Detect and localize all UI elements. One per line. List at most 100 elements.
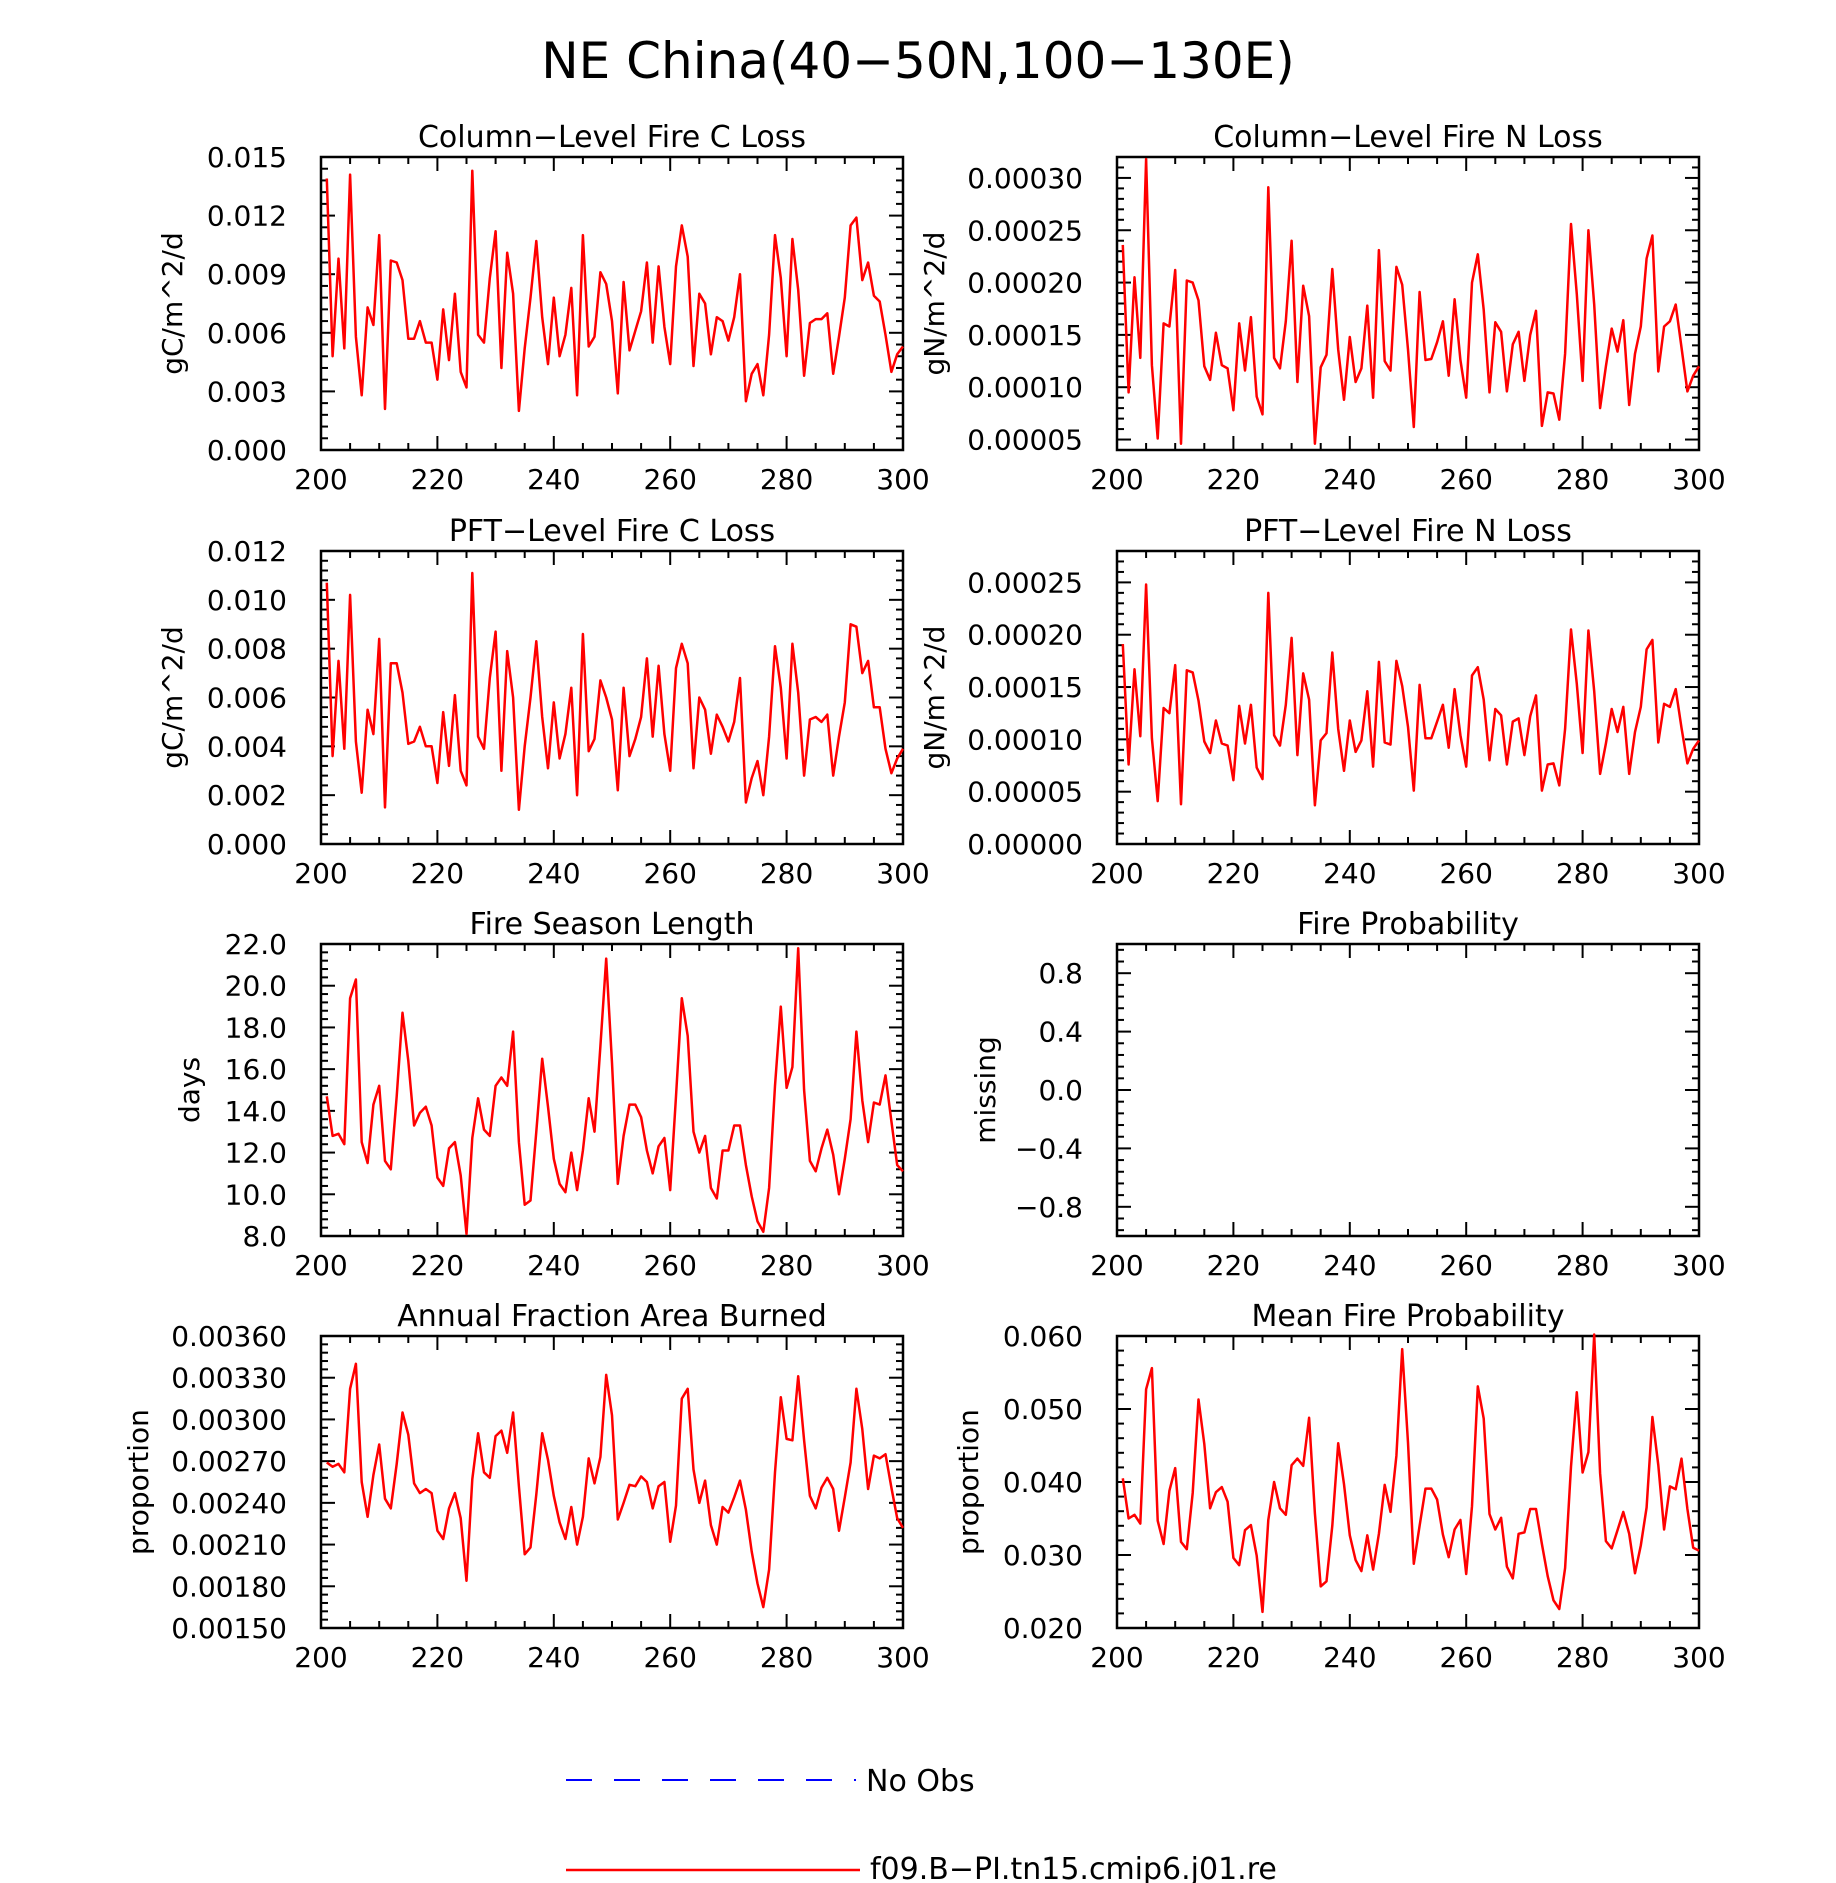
y-tick-label: 0.010	[207, 584, 287, 617]
panel-title: Column−Level Fire N Loss	[1213, 120, 1603, 155]
panel-title: Annual Fraction Area Burned	[397, 1299, 827, 1334]
x-tick-label: 220	[1207, 1249, 1260, 1282]
x-tick-label: 220	[411, 857, 464, 890]
x-tick-label: 240	[527, 857, 580, 890]
y-axis-label: gC/m^2/d	[156, 626, 189, 769]
legend-model-label: f09.B−PI.tn15.cmip6.j01.re	[870, 1852, 1277, 1883]
y-tick-label: 0.00210	[171, 1529, 287, 1562]
x-tick-label: 300	[1672, 1641, 1725, 1674]
plot-frame	[1115, 942, 1701, 1238]
y-tick-label: −0.8	[1015, 1191, 1083, 1224]
x-tick-label: 240	[1323, 857, 1376, 890]
plot-frame	[319, 942, 905, 1238]
y-tick-label: 0.006	[207, 317, 287, 350]
y-tick-label: 0.004	[207, 730, 287, 763]
y-tick-label: 8.0	[242, 1220, 287, 1253]
x-tick-label: 260	[1439, 1641, 1492, 1674]
y-tick-label: 18.0	[225, 1011, 287, 1044]
x-tick-label: 300	[876, 1249, 929, 1282]
y-tick-label: 0.00270	[171, 1445, 287, 1478]
x-tick-label: 300	[1672, 857, 1725, 890]
panel-mean-fire-probability: Mean Fire Probability 200 220 240 260 280 300 0…	[952, 1299, 1726, 1674]
series-line	[1121, 157, 1701, 445]
legend: No Obs f09.B−PI.tn15.cmip6.j01.re	[566, 1764, 1277, 1883]
panels: Column−Level Fire C Loss 200 220 240 260 280 3…	[122, 120, 1726, 1674]
x-tick-label: 280	[1556, 1249, 1609, 1282]
x-tick-label: 200	[1090, 463, 1143, 496]
plot-frame	[1115, 1334, 1701, 1630]
y-axis-label: days	[173, 1057, 206, 1123]
y-tick-label: 10.0	[225, 1178, 287, 1211]
y-axis-label: gN/m^2/d	[918, 232, 951, 376]
figure-title: NE China(40−50N,100−130E)	[541, 32, 1295, 90]
y-tick-label: 0.00020	[967, 619, 1083, 652]
y-tick-label: 22.0	[225, 928, 287, 961]
legend-obs-label: No Obs	[866, 1764, 975, 1799]
panel-annual-fraction-area-burned: Annual Fraction Area Burned 200 220 240 260 2…	[122, 1299, 930, 1674]
y-tick-label: 20.0	[225, 970, 287, 1003]
y-tick-label: 0.050	[1003, 1393, 1083, 1426]
y-axis-label: proportion	[122, 1409, 155, 1555]
y-tick-label: 0.008	[207, 633, 287, 666]
x-tick-label: 280	[760, 463, 813, 496]
x-tick-label: 260	[1439, 857, 1492, 890]
series-line	[326, 1362, 905, 1609]
x-tick-label: 260	[643, 857, 696, 890]
panel-pft-level-fire-c-loss: PFT−Level Fire C Loss 200 220 240 260 280 300 0…	[156, 514, 930, 890]
y-tick-label: 0.020	[1003, 1612, 1083, 1645]
panel-title: PFT−Level Fire C Loss	[449, 514, 775, 549]
y-tick-label: 0.00020	[967, 267, 1083, 300]
y-tick-label: 0.012	[207, 535, 287, 568]
y-tick-label: 0.060	[1003, 1320, 1083, 1353]
y-tick-label: 0.000	[207, 828, 287, 861]
plot-frame	[1115, 549, 1701, 846]
plot-frame	[319, 549, 905, 846]
x-tick-label: 300	[1672, 463, 1725, 496]
plot-frame	[319, 155, 905, 452]
series-line	[325, 571, 905, 812]
y-tick-label: 16.0	[225, 1053, 287, 1086]
y-tick-label: 0.00025	[967, 214, 1083, 247]
y-tick-label: 0.00015	[967, 671, 1083, 704]
x-tick-label: 280	[760, 1641, 813, 1674]
y-tick-label: 0.00010	[967, 371, 1083, 404]
x-tick-label: 200	[1090, 1249, 1143, 1282]
y-tick-label: 0.00000	[967, 828, 1083, 861]
y-tick-label: 0.012	[207, 200, 287, 233]
x-tick-label: 260	[1439, 1249, 1492, 1282]
y-tick-label: 0.030	[1003, 1539, 1083, 1572]
y-tick-label: 0.00005	[967, 424, 1083, 457]
y-tick-label: 0.000	[207, 434, 287, 467]
x-tick-label: 240	[527, 463, 580, 496]
y-tick-label: 12.0	[225, 1137, 287, 1170]
x-tick-label: 280	[760, 1249, 813, 1282]
y-tick-label: 0.00180	[171, 1570, 287, 1603]
plot-frame	[1115, 155, 1701, 452]
x-tick-label: 280	[1556, 1641, 1609, 1674]
y-tick-label: 14.0	[225, 1095, 287, 1128]
y-axis-label: proportion	[952, 1409, 985, 1555]
x-tick-label: 220	[411, 1641, 464, 1674]
y-tick-label: −0.4	[1015, 1132, 1083, 1165]
x-tick-label: 200	[1090, 857, 1143, 890]
x-tick-label: 280	[760, 857, 813, 890]
y-tick-label: 0.003	[207, 375, 287, 408]
x-tick-label: 200	[294, 1249, 347, 1282]
x-tick-label: 200	[1090, 1641, 1143, 1674]
panel-title: PFT−Level Fire N Loss	[1244, 514, 1572, 549]
x-tick-label: 220	[411, 463, 464, 496]
y-tick-label: 0.006	[207, 682, 287, 715]
x-tick-label: 300	[876, 463, 929, 496]
y-tick-label: 0.4	[1038, 1016, 1083, 1049]
y-axis-label: gN/m^2/d	[918, 626, 951, 770]
x-tick-label: 280	[1556, 463, 1609, 496]
panel-column-level-fire-c-loss: Column−Level Fire C Loss 200 220 240 260 280 3…	[156, 120, 930, 496]
panel-title: Mean Fire Probability	[1252, 1299, 1565, 1334]
y-tick-label: 0.8	[1038, 957, 1083, 990]
y-tick-label: 0.015	[207, 141, 287, 174]
y-tick-label: 0.00005	[967, 776, 1083, 809]
y-tick-label: 0.00010	[967, 723, 1083, 756]
x-tick-label: 240	[527, 1641, 580, 1674]
x-tick-label: 260	[643, 1249, 696, 1282]
x-tick-label: 200	[294, 463, 347, 496]
